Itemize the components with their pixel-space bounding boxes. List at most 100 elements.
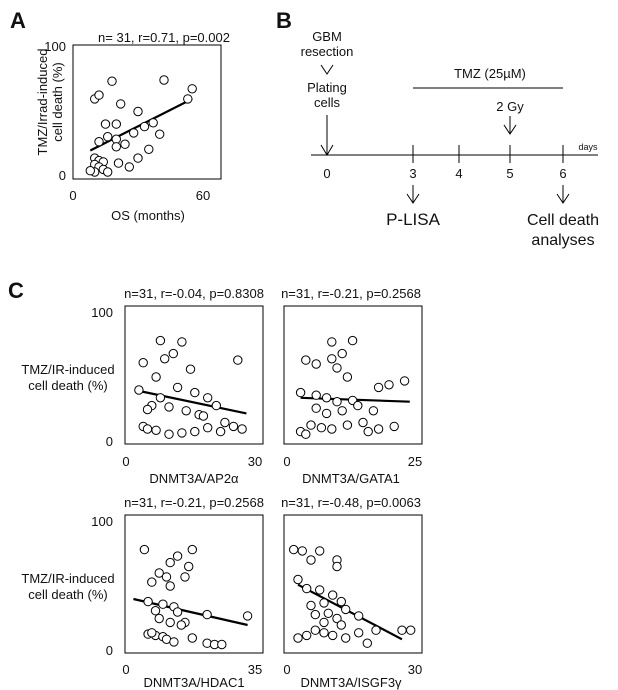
plisa-label: P-LISA (386, 210, 441, 229)
scatter-chart-c4: n=31, r=-0.48, p=0.0063 0 30 DNMT3A/ISGF… (281, 495, 423, 690)
chart-c4-regression-line (297, 583, 403, 641)
chart-c1-frame (124, 305, 264, 445)
chart-c1-point-2 (168, 348, 179, 359)
chart-c2-title: n=31, r=-0.21, p=0.2568 (281, 286, 421, 301)
timeline-diagram: GBM resection Plating cells TMZ (25µM) 2… (301, 29, 599, 249)
chart-c3-point-13 (150, 606, 161, 616)
chart-c4-point-24 (341, 633, 351, 643)
chart-c3-points (139, 544, 253, 650)
chart-a-point-11 (148, 118, 158, 128)
chart-c2-point-15 (368, 406, 379, 416)
chart-c4-point-23 (328, 630, 338, 641)
chart-c3-point-28 (217, 639, 227, 650)
chart-c3-title: n=31, r=-0.21, p=0.2568 (124, 495, 264, 510)
chart-c3-point-7 (180, 572, 190, 582)
chart-c3-xlabel: DNMT3A/HDAC1 (143, 675, 244, 690)
scatter-chart-a: n= 31, r=0.71, p=0.002 TMZ/Irrad-induced… (35, 30, 230, 223)
chart-c1-ylabel-line1: TMZ/IR-induced (21, 362, 114, 377)
chart-c4-point-3 (306, 555, 316, 565)
chart-c4-point-17 (354, 611, 364, 621)
chart-c2-xtick-min: 0 (283, 454, 290, 469)
analysis-label-line1: Cell death (527, 212, 599, 229)
chart-c3-point-8 (147, 577, 157, 587)
chart-a-ytick-max: 100 (44, 39, 66, 54)
chart-c3-point-3 (165, 557, 175, 568)
irradiation-label: 2 Gy (496, 99, 524, 114)
chart-a-points (85, 75, 197, 177)
chart-c4-point-13 (341, 604, 351, 615)
chart-c4-point-6 (293, 574, 303, 585)
chart-c1-ytick-min: 0 (106, 434, 113, 449)
chart-c4-point-7 (302, 583, 312, 594)
chart-c2-point-30 (301, 429, 311, 439)
chart-c2-point-25 (342, 420, 353, 430)
chart-a-point-31 (113, 158, 124, 168)
day-label-0: 0 (323, 166, 330, 181)
chart-c1-ylabel-line2: cell death (%) (28, 378, 107, 393)
chart-c3-point-2 (187, 544, 198, 555)
chart-c3-ytick-max: 100 (91, 514, 113, 529)
scatter-chart-c3: n=31, r=-0.21, p=0.2568 TMZ/IR-induced c… (21, 495, 264, 690)
chart-a-point-29 (124, 162, 135, 172)
chart-c3-point-30 (147, 628, 157, 638)
panel-label-a: A (10, 8, 26, 33)
chart-c4-points (289, 544, 416, 648)
chart-c1-point-28 (142, 424, 153, 434)
chart-c4-point-20 (310, 625, 320, 635)
chart-c4-point-11 (319, 598, 329, 608)
chart-c4-point-26 (362, 638, 372, 648)
chart-c4-point-10 (336, 596, 346, 607)
chart-c3-frame (124, 514, 264, 654)
chart-a-ytick-min: 0 (59, 168, 66, 183)
chart-a-point-10 (139, 121, 150, 132)
resection-label-line2: resection (301, 44, 354, 59)
chart-c4-xlabel: DNMT3A/ISGF3γ (300, 675, 402, 690)
chart-c4-xtick-min: 0 (283, 662, 290, 677)
chart-c1-point-25 (177, 428, 187, 438)
chart-c1-point-7 (151, 372, 161, 382)
chart-c1-point-29 (215, 426, 226, 437)
chart-a-point-7 (133, 106, 143, 117)
chart-c4-point-2 (315, 546, 325, 556)
chart-c2-point-5 (311, 359, 321, 369)
chart-c1-xtick-min: 0 (122, 454, 129, 469)
day-label-5: 5 (506, 166, 513, 181)
chart-c2-points (295, 335, 410, 439)
analysis-arrow-icon (556, 193, 570, 204)
chart-a-xlabel: OS (months) (111, 208, 185, 223)
chart-a-point-27 (85, 166, 96, 176)
chart-c1-xlabel: DNMT3A/AP2α (149, 471, 239, 486)
chart-c1-point-30 (198, 411, 209, 421)
chart-c3-point-19 (242, 611, 253, 621)
day-label-6: 6 (559, 166, 566, 181)
chart-a-point-15 (155, 129, 165, 139)
chart-c3-point-5 (154, 568, 164, 578)
chart-c4-point-9 (328, 590, 338, 600)
chart-c3-ylabel-line1: TMZ/IR-induced (21, 571, 114, 586)
chart-c1-xtick-max: 30 (248, 454, 262, 469)
panel-label-c: C (8, 278, 24, 303)
chart-c1-point-23 (203, 423, 213, 433)
chart-c2-point-1 (347, 335, 358, 346)
plating-label-line1: Plating (307, 80, 347, 95)
chart-c2-point-20 (311, 403, 321, 413)
chart-c1-point-12 (203, 393, 213, 403)
chart-c2-point-2 (337, 348, 347, 359)
chart-c4-point-27 (371, 625, 381, 635)
chart-c3-point-6 (161, 572, 172, 582)
chart-c1-point-16 (142, 404, 153, 415)
chart-c2-point-4 (301, 355, 311, 365)
chart-c1-point-17 (181, 406, 191, 416)
chart-c4-point-22 (302, 630, 312, 641)
chart-c1-ytick-max: 100 (91, 305, 113, 320)
chart-c2-xlabel: DNMT3A/GATA1 (302, 471, 400, 486)
chart-a-point-28 (103, 167, 113, 177)
chart-a-point-3 (159, 75, 169, 85)
chart-c1-point-6 (233, 355, 243, 365)
chart-c2-point-6 (332, 363, 342, 373)
chart-c4-point-25 (354, 628, 364, 638)
chart-a-point-5 (183, 94, 193, 104)
chart-c4-point-29 (406, 625, 416, 635)
chart-c3-point-10 (143, 596, 153, 607)
